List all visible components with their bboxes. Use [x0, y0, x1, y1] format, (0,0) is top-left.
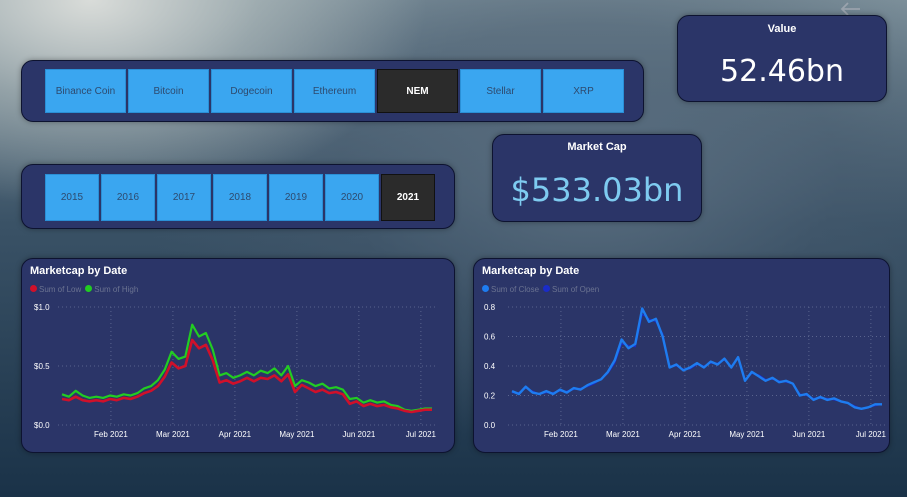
marketcap-card-title: Market Cap — [567, 141, 627, 153]
marketcap-card-value: $533.03bn — [510, 171, 684, 209]
slicer-item-xrp[interactable]: XRP — [543, 69, 624, 113]
year-item-2017[interactable]: 2017 — [157, 174, 211, 221]
slicer-item-binance-coin[interactable]: Binance Coin — [45, 69, 126, 113]
value-card-value: 52.46bn — [720, 54, 844, 89]
y-tick-label: $1.0 — [34, 303, 50, 312]
slicer-item-stellar[interactable]: Stellar — [460, 69, 541, 113]
series-line-sum-of-close — [511, 307, 882, 411]
y-tick-label: 0.2 — [484, 392, 496, 401]
year-slicer: 2015 2016 2017 2018 2019 2020 2021 — [21, 164, 455, 229]
year-item-2016[interactable]: 2016 — [101, 174, 155, 221]
slicer-item-nem[interactable]: NEM — [377, 69, 458, 113]
chart1-plot: $0.0 $0.5 $1.0 Feb 2021 Mar 2021 Apr 2021 May … — [34, 303, 437, 439]
series-line-sum-of-open — [512, 313, 883, 410]
y-tick-label: $0.0 — [34, 421, 50, 430]
x-tick-label: Apr 2021 — [669, 430, 702, 439]
chart1-title: Marketcap by Date — [30, 265, 128, 277]
y-tick-label: 0.4 — [484, 362, 496, 371]
chart2-plot: 0.0 0.2 0.4 0.6 0.8 Feb 2021 Mar 2021 Apr 2021 M… — [484, 303, 887, 439]
marketcap-chart-low-high: Marketcap by Date Sum of Low Sum of High… — [21, 258, 455, 453]
x-tick-label: Jun 2021 — [792, 430, 825, 439]
y-tick-label: 0.0 — [484, 421, 496, 430]
slicer-item-bitcoin[interactable]: Bitcoin — [128, 69, 209, 113]
y-tick-label: $0.5 — [34, 362, 50, 371]
year-item-2019[interactable]: 2019 — [269, 174, 323, 221]
legend-open: Sum of Open — [543, 285, 599, 294]
x-tick-label: Apr 2021 — [219, 430, 252, 439]
x-tick-label: Feb 2021 — [94, 430, 128, 439]
x-tick-label: Feb 2021 — [544, 430, 578, 439]
value-card: Value 52.46bn — [677, 15, 887, 102]
x-tick-label: Mar 2021 — [156, 430, 190, 439]
legend-close: Sum of Close — [482, 285, 539, 294]
legend-high: Sum of High — [85, 285, 138, 294]
y-tick-label: 0.8 — [484, 303, 496, 312]
chart2-title: Marketcap by Date — [482, 265, 580, 277]
crypto-slicer: Binance Coin Bitcoin Dogecoin Ethereum NEM St… — [21, 60, 644, 122]
series-line-sum-of-high — [61, 323, 432, 412]
x-tick-label: Jul 2021 — [406, 430, 437, 439]
x-tick-label: Mar 2021 — [606, 430, 640, 439]
value-card-title: Value — [767, 23, 797, 35]
year-item-2018[interactable]: 2018 — [213, 174, 267, 221]
back-arrow-icon[interactable] — [838, 0, 862, 18]
series-line-sum-of-low — [61, 338, 432, 414]
year-item-2015[interactable]: 2015 — [45, 174, 99, 221]
x-tick-label: Jul 2021 — [856, 430, 887, 439]
year-item-2020[interactable]: 2020 — [325, 174, 379, 221]
year-item-2021[interactable]: 2021 — [381, 174, 435, 221]
chart1-legend: Sum of Low Sum of High — [30, 285, 138, 294]
marketcap-card: Market Cap $533.03bn — [492, 134, 702, 222]
x-tick-label: Jun 2021 — [342, 430, 375, 439]
slicer-item-dogecoin[interactable]: Dogecoin — [211, 69, 292, 113]
marketcap-chart-close-open: Marketcap by Date Sum of Close Sum of Op… — [473, 258, 890, 453]
chart2-legend: Sum of Close Sum of Open — [482, 285, 599, 294]
y-tick-label: 0.6 — [484, 333, 496, 342]
slicer-item-ethereum[interactable]: Ethereum — [294, 69, 375, 113]
x-tick-label: May 2021 — [729, 430, 765, 439]
legend-low: Sum of Low — [30, 285, 81, 294]
x-tick-label: May 2021 — [279, 430, 315, 439]
